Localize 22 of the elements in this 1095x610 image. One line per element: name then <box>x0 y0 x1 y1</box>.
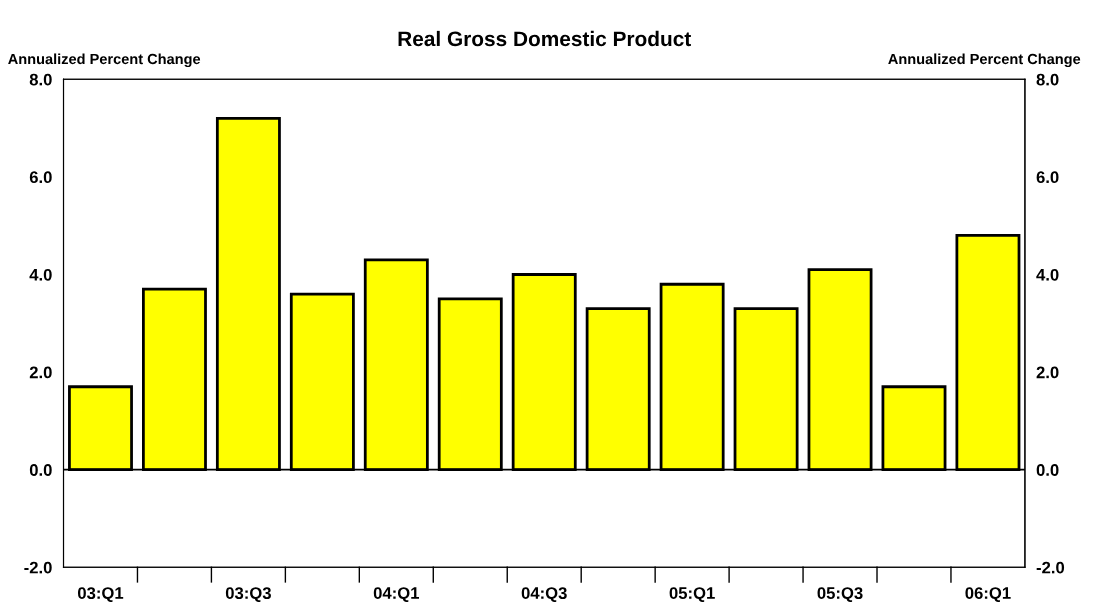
y-axis-title: Annualized Percent Change <box>8 53 201 68</box>
y-tick-label: 2.0 <box>29 366 52 379</box>
y2-tick-label: 2.0 <box>1036 366 1059 379</box>
x-tick-label: 03:Q3 <box>225 587 271 603</box>
x-tick-label: 04:Q3 <box>521 587 567 603</box>
x-tick-label: 05:Q3 <box>817 587 863 603</box>
y2-tick-label: -2.0 <box>1036 561 1065 574</box>
y-tick-label: 0.0 <box>29 464 52 476</box>
y2-tick-label: 8.0 <box>1036 73 1059 86</box>
y-tick-label: 8.0 <box>29 73 52 86</box>
x-tick-label: 06:Q1 <box>965 587 1011 603</box>
y-tick-label: 6.0 <box>29 171 52 184</box>
y2-axis-title: Annualized Percent Change <box>888 53 1081 68</box>
x-tick-label: 05:Q1 <box>669 587 715 603</box>
y-tick-label: -2.0 <box>24 561 52 574</box>
y2-tick-label: 0.0 <box>1036 464 1059 476</box>
x-tick-label: 04:Q1 <box>373 587 419 603</box>
y2-tick-label: 6.0 <box>1036 171 1059 184</box>
y-tick-label: 4.0 <box>29 268 52 281</box>
y2-tick-label: 4.0 <box>1036 268 1059 281</box>
chart-title: Real Gross Domestic Product <box>398 30 691 47</box>
x-tick-label: 03:Q1 <box>77 587 124 603</box>
